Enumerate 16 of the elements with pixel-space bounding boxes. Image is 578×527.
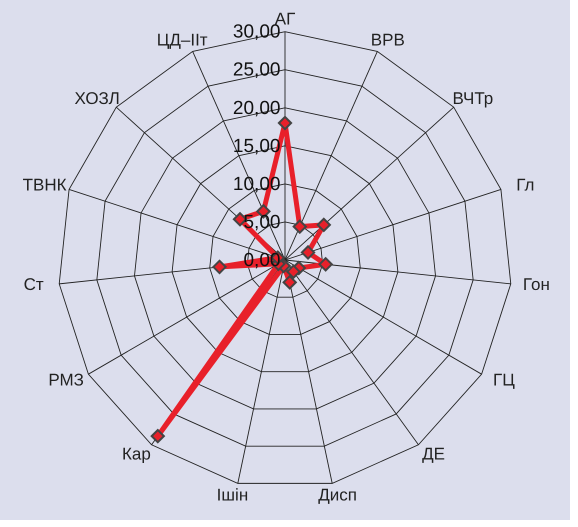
spoke-label: Ст xyxy=(24,275,44,294)
spoke-label: ТВНК xyxy=(22,176,67,195)
spoke-label: Дисп xyxy=(318,485,357,504)
y-tick-label: 25,00 xyxy=(232,60,280,81)
spoke-label: Гон xyxy=(522,275,550,294)
spoke-label: ЦД–IIт xyxy=(156,30,208,50)
spoke-label: Кар xyxy=(122,444,151,464)
spoke-label: РМЗ xyxy=(48,370,84,390)
spoke-label: Ішін xyxy=(216,485,248,504)
spoke-label: Гл xyxy=(516,176,534,195)
spoke-label: ХОЗЛ xyxy=(74,89,120,108)
spoke-label: ГЦ xyxy=(493,370,516,390)
spoke-label: ВРВ xyxy=(370,30,405,50)
spoke-label: ВЧТр xyxy=(452,89,494,108)
spoke-label: ДЕ xyxy=(422,444,445,464)
y-tick-label: 20,00 xyxy=(232,98,280,119)
